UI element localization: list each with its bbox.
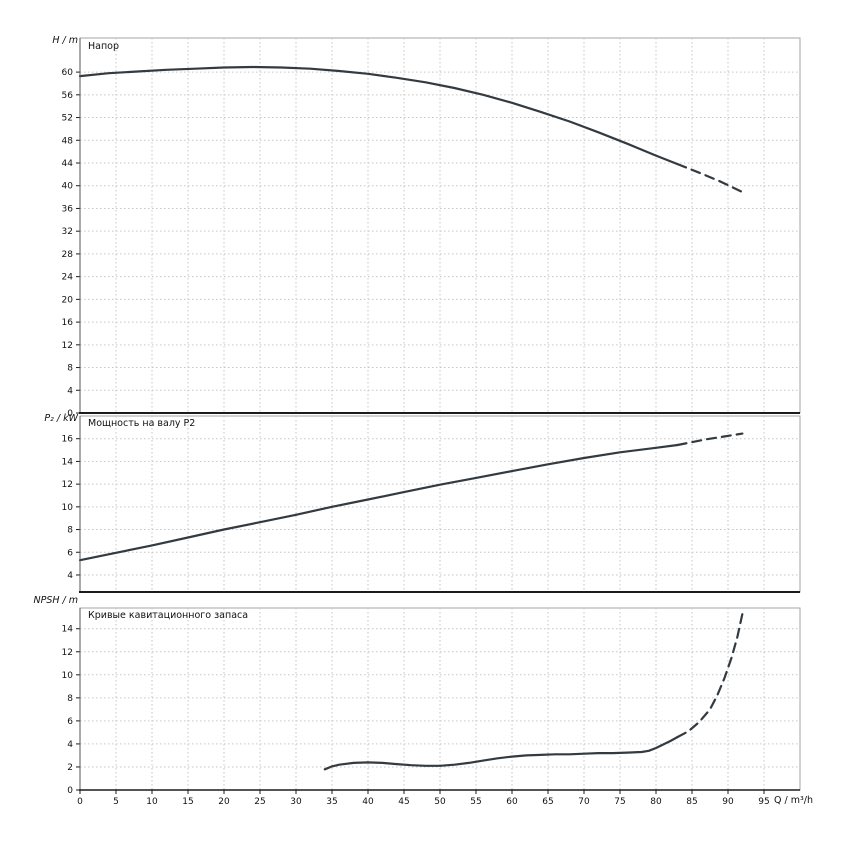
y-tick-label: 16: [62, 318, 74, 328]
y-tick-label: 20: [62, 295, 74, 305]
x-tick-label: 40: [362, 797, 374, 807]
x-tick-label: 80: [650, 797, 662, 807]
x-tick-label: 5: [113, 797, 119, 807]
curve-H: [78, 65, 679, 166]
y-axis-label-head: H / m: [52, 35, 78, 46]
y-tick-label: 24: [62, 273, 74, 283]
panel-title-head: Напор: [88, 41, 120, 52]
y-tick-label: 56: [62, 91, 74, 101]
x-tick-label: 65: [542, 797, 553, 807]
y-tick-label: 14: [62, 625, 74, 635]
x-tick-label: 85: [686, 797, 697, 807]
y-tick-label: 36: [62, 204, 74, 214]
x-tick-label: 15: [182, 797, 193, 807]
x-tick-label: 0: [77, 797, 83, 807]
y-tick-label: 0: [67, 786, 73, 796]
y-tick-label: 6: [67, 548, 73, 558]
y-tick-label: 0: [67, 409, 73, 419]
y-tick-label: 8: [67, 364, 73, 374]
x-tick-label: 35: [326, 797, 337, 807]
y-tick-label: 10: [62, 503, 74, 513]
y-axis-label-npsh: NPSH / m: [33, 595, 78, 606]
y-tick-label: 40: [62, 182, 74, 192]
y-tick-label: 48: [62, 136, 74, 146]
y-tick-label: 44: [62, 159, 74, 169]
y-tick-label: 6: [67, 717, 73, 727]
y-tick-label: 8: [67, 526, 73, 536]
x-tick-label: 70: [578, 797, 590, 807]
y-tick-label: 12: [62, 480, 73, 490]
y-axis-label-power: P₂ / kW: [44, 413, 78, 424]
x-tick-label: 95: [758, 797, 769, 807]
y-tick-label: 8: [67, 694, 73, 704]
panel-title-npsh: Кривые кавитационного запаса: [88, 610, 249, 621]
y-tick-label: 28: [62, 250, 74, 260]
panel-border: [79, 607, 801, 791]
curve-P2_extrapolated: [676, 432, 744, 447]
x-tick-label: 10: [146, 797, 158, 807]
y-tick-label: 4: [67, 571, 73, 581]
curve-P2: [78, 443, 679, 562]
curve-NPSH: [323, 735, 679, 771]
x-tick-label: 45: [398, 797, 409, 807]
x-tick-label: 50: [434, 797, 446, 807]
y-tick-label: 52: [62, 114, 73, 124]
y-tick-label: 12: [62, 648, 73, 658]
y-tick-label: 4: [67, 740, 73, 750]
y-tick-label: 4: [67, 386, 73, 396]
x-tick-label: 25: [254, 797, 265, 807]
curve-H_extrapolated: [676, 163, 744, 194]
y-tick-label: 32: [62, 227, 73, 237]
x-tick-label: 60: [506, 797, 518, 807]
y-tick-label: 10: [62, 671, 74, 681]
x-tick-label: 75: [614, 797, 625, 807]
x-axis-label: Q / m³/h: [774, 795, 814, 806]
curve-NPSH_extrapolated: [676, 612, 744, 739]
y-tick-label: 16: [62, 435, 74, 445]
x-tick-label: 30: [290, 797, 302, 807]
y-tick-label: 2: [67, 763, 73, 773]
y-tick-label: 60: [62, 68, 74, 78]
y-tick-label: 14: [62, 457, 74, 467]
y-tick-label: 12: [62, 341, 73, 351]
x-tick-label: 90: [722, 797, 734, 807]
x-tick-label: 55: [470, 797, 481, 807]
panel-title-power: Мощность на валу P2: [88, 418, 196, 429]
x-tick-label: 20: [218, 797, 230, 807]
